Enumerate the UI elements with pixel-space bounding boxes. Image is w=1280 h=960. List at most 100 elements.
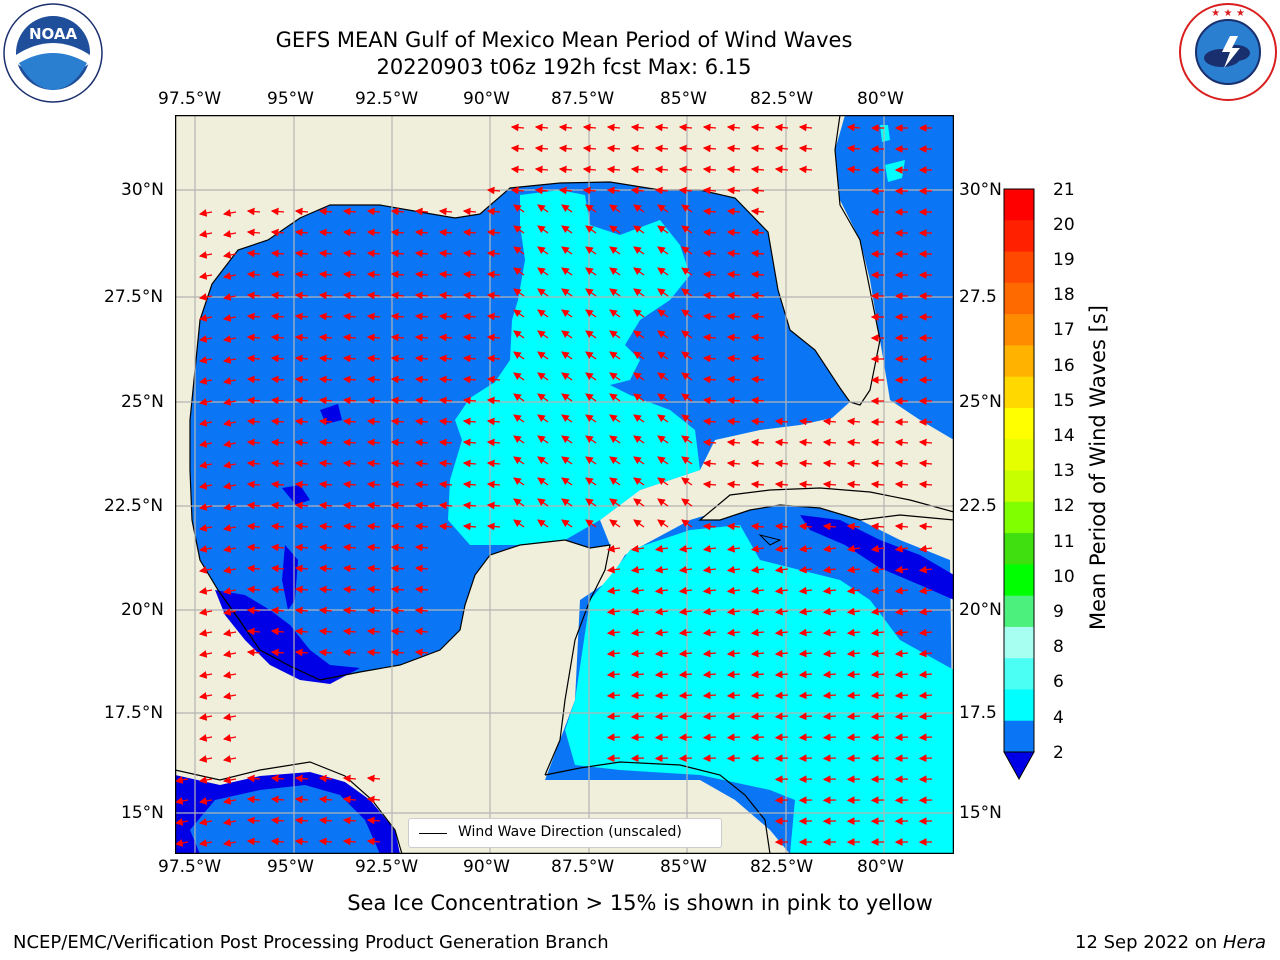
- lon-label-top: 85°W: [660, 89, 707, 109]
- wind-wave-arrow: [414, 501, 429, 510]
- wind-wave-arrow: [822, 607, 837, 616]
- wind-wave-arrow: [678, 649, 693, 658]
- wind-wave-arrow: [246, 543, 261, 552]
- wind-wave-arrow: [609, 225, 621, 234]
- wind-wave-arrow: [798, 691, 813, 700]
- wind-wave-arrow: [726, 544, 741, 553]
- wind-wave-arrow: [702, 459, 717, 468]
- wind-wave-arrow: [222, 650, 237, 658]
- wind-wave-arrow: [246, 417, 261, 426]
- nws-logo: ★ ★ ★: [1178, 2, 1278, 102]
- wind-wave-arrow: [750, 207, 765, 216]
- wind-wave-arrow: [609, 456, 621, 465]
- wind-wave-arrow: [198, 482, 213, 490]
- wind-wave-arrow: [750, 186, 765, 195]
- wind-wave-arrow: [681, 519, 693, 528]
- wind-wave-arrow: [681, 351, 693, 360]
- wind-wave-arrow: [246, 648, 261, 657]
- wind-wave-arrow: [657, 351, 669, 360]
- wind-wave-arrow: [438, 312, 453, 321]
- wind-wave-arrow: [846, 670, 861, 679]
- wind-wave-arrow: [198, 209, 213, 217]
- wind-wave-arrow: [198, 713, 213, 721]
- wind-wave-arrow: [726, 186, 741, 195]
- wind-wave-arrow: [654, 607, 669, 616]
- wind-wave-arrow: [414, 480, 429, 489]
- wind-wave-arrow: [681, 414, 693, 423]
- wind-wave-arrow: [366, 816, 381, 825]
- wind-wave-arrow: [894, 607, 909, 616]
- colorbar-segment: [1004, 345, 1034, 378]
- wind-wave-arrow: [270, 627, 285, 636]
- wind-wave-arrow: [798, 607, 813, 616]
- wind-wave-arrow: [726, 691, 741, 700]
- wind-wave-arrow: [222, 482, 237, 490]
- wind-wave-arrow: [510, 123, 525, 132]
- wind-wave-arrow: [438, 459, 453, 468]
- wind-wave-arrow: [870, 754, 885, 763]
- wind-wave-arrow: [822, 754, 837, 763]
- wind-wave-arrow: [390, 417, 405, 426]
- wind-wave-arrow: [318, 837, 333, 846]
- wind-wave-arrow: [630, 628, 645, 637]
- legend-line-swatch: [419, 833, 447, 834]
- wind-wave-arrow: [198, 251, 213, 259]
- wind-wave-arrow: [246, 396, 261, 405]
- wind-wave-arrow: [894, 712, 909, 721]
- wind-wave-arrow: [366, 207, 381, 216]
- lon-label-top: 80°W: [857, 89, 904, 109]
- wind-wave-arrow: [342, 564, 357, 573]
- wind-wave-arrow: [585, 435, 597, 444]
- wind-wave-arrow: [198, 692, 213, 700]
- wind-wave-arrow: [222, 461, 237, 469]
- wind-wave-arrow: [390, 249, 405, 258]
- wind-wave-arrow: [870, 459, 885, 468]
- wind-wave-arrow: [294, 627, 309, 636]
- wind-wave-arrow: [894, 522, 909, 531]
- wind-wave-arrow: [318, 564, 333, 573]
- wind-wave-arrow: [702, 291, 717, 300]
- wind-wave-arrow: [609, 288, 621, 297]
- wind-wave-arrow: [870, 670, 885, 679]
- wind-wave-arrow: [633, 456, 645, 465]
- wind-wave-arrow: [702, 312, 717, 321]
- wind-wave-arrow: [918, 438, 933, 447]
- colorbar-under-triangle: [1003, 751, 1035, 781]
- wind-wave-arrow: [774, 480, 789, 489]
- wind-wave-arrow: [561, 435, 573, 444]
- map-legend: Wind Wave Direction (unscaled): [408, 818, 722, 848]
- map-canvas: [174, 114, 955, 855]
- colorbar-tick: 4: [1053, 708, 1064, 728]
- wind-wave-arrow: [318, 648, 333, 657]
- wind-wave-arrow: [798, 733, 813, 742]
- wind-wave-arrow: [318, 795, 333, 804]
- wind-wave-arrow: [750, 228, 765, 237]
- wind-wave-arrow: [270, 333, 285, 342]
- wind-wave-arrow: [750, 754, 765, 763]
- wind-wave-arrow: [633, 519, 645, 528]
- colorbar-segment: [1004, 564, 1034, 597]
- wind-wave-arrow: [702, 438, 717, 447]
- wind-wave-arrow: [606, 712, 621, 721]
- wind-wave-arrow: [342, 270, 357, 279]
- wind-wave-arrow: [390, 270, 405, 279]
- wind-wave-arrow: [657, 456, 669, 465]
- wind-wave-arrow: [246, 816, 261, 825]
- wind-wave-arrow: [726, 586, 741, 595]
- wind-wave-arrow: [654, 144, 669, 153]
- wind-wave-arrow: [342, 774, 357, 783]
- wind-wave-arrow: [894, 628, 909, 637]
- wind-wave-arrow: [513, 246, 525, 255]
- wind-wave-arrow: [681, 288, 693, 297]
- wind-wave-arrow: [846, 733, 861, 742]
- wind-wave-arrow: [630, 165, 645, 174]
- wind-wave-arrow: [318, 522, 333, 531]
- wind-wave-arrow: [270, 312, 285, 321]
- wind-wave-arrow: [294, 564, 309, 573]
- wind-wave-arrow: [657, 204, 669, 213]
- wind-wave-arrow: [678, 186, 693, 195]
- wind-wave-arrow: [366, 522, 381, 531]
- wind-wave-arrow: [390, 459, 405, 468]
- wind-wave-arrow: [438, 396, 453, 405]
- wind-wave-arrow: [750, 249, 765, 258]
